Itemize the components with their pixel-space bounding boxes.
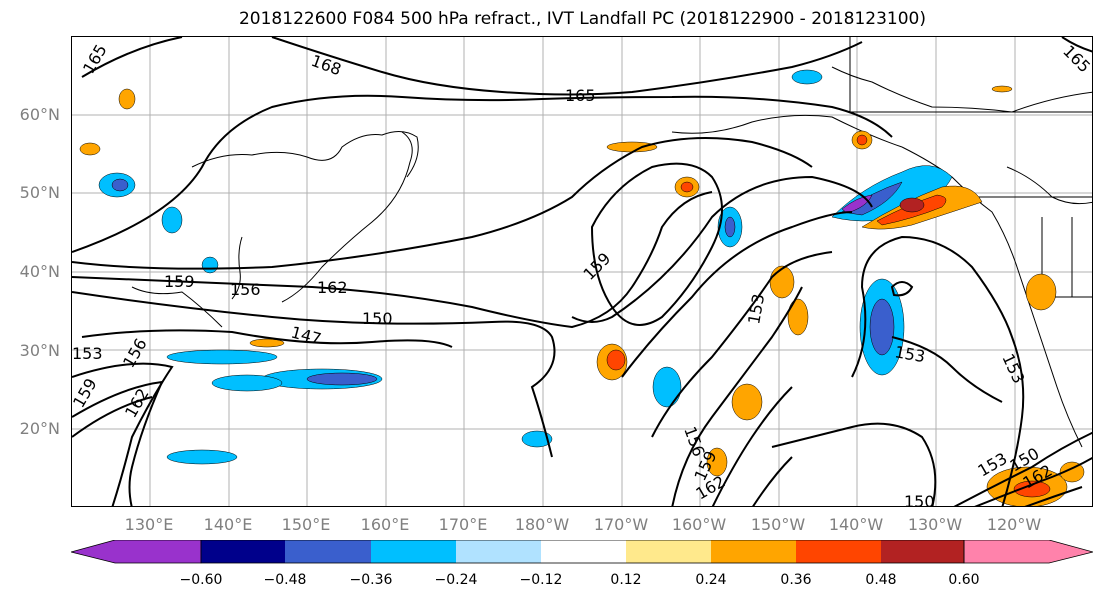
lon-label-150w: 150°W [750, 515, 806, 534]
colorbar-extend-high [963, 540, 1093, 564]
lat-label-30n: 30°N [19, 341, 60, 360]
colorbar-segment [796, 540, 881, 563]
contour-label: 159 [164, 272, 195, 291]
colorbar-segment [881, 540, 964, 563]
contour-label: 153 [72, 344, 103, 363]
contour-label: 147 [289, 323, 323, 349]
colorbar-segment [711, 540, 796, 563]
colorbar-segment [201, 540, 285, 563]
contour-label: 168 [309, 51, 344, 79]
contour-label: 159 [579, 249, 614, 284]
lon-label-140w: 140°W [828, 515, 884, 534]
lat-label-60n: 60°N [19, 105, 60, 124]
contour-lines [72, 37, 1092, 506]
lon-label-130e: 130°E [124, 515, 174, 534]
colorbar-segment [285, 540, 371, 563]
contour-labels: 165 168 165 159 156 162 150 147 153 156 … [72, 41, 1093, 507]
colorbar-tick: −0.48 [263, 572, 307, 588]
colorbar [71, 540, 1093, 564]
map-title: 2018122600 F084 500 hPa refract., IVT La… [238, 9, 926, 29]
colorbar-tick: −0.12 [519, 572, 563, 588]
colorbar-tick: −0.60 [179, 572, 223, 588]
lon-label-180w: 180°W [514, 515, 570, 534]
contour-label: 165 [565, 86, 596, 105]
contour-label: 156 [230, 280, 261, 299]
contour-label: 153 [893, 342, 926, 366]
lon-label-170e: 170°E [438, 515, 488, 534]
map-panel: 165 168 165 159 156 162 150 147 153 156 … [71, 36, 1093, 507]
lon-label-140e: 140°E [203, 515, 253, 534]
contour-label: 165 [79, 41, 111, 77]
colorbar-segment [541, 540, 626, 563]
lon-label-130w: 130°W [907, 515, 963, 534]
contour-label: 150 [362, 309, 393, 328]
lat-label-50n: 50°N [19, 183, 60, 202]
contour-label: 162 [317, 278, 348, 297]
lon-label-160w: 160°W [671, 515, 727, 534]
colorbar-extend-low [71, 540, 202, 564]
colorbar-tick: 0.12 [610, 572, 642, 588]
colorbar-tick: 0.48 [865, 572, 897, 588]
colorbar-tick: 0.36 [780, 572, 812, 588]
shaded-fields [79, 69, 1085, 506]
colorbar-segment [456, 540, 541, 563]
lon-label-160e: 160°E [360, 515, 410, 534]
contour-label: 165 [1059, 41, 1093, 76]
contour-label: 150 [904, 492, 935, 507]
colorbar-tick: −0.36 [349, 572, 393, 588]
lat-label-20n: 20°N [19, 419, 60, 438]
colorbar-tick: −0.24 [434, 572, 478, 588]
contour-label: 153 [744, 292, 768, 325]
colorbar-segment [371, 540, 456, 563]
lon-label-150e: 150°E [281, 515, 331, 534]
lon-label-120w: 120°W [986, 515, 1042, 534]
colorbar-tick: 0.24 [695, 572, 727, 588]
colorbar-tick: 0.60 [948, 572, 980, 588]
lat-label-40n: 40°N [19, 262, 60, 281]
map-svg: 165 168 165 159 156 162 150 147 153 156 … [72, 37, 1093, 507]
lon-label-170w: 170°W [593, 515, 649, 534]
contour-label: 153 [998, 351, 1028, 387]
colorbar-segment [626, 540, 711, 563]
contour-label: 159 [72, 375, 101, 411]
